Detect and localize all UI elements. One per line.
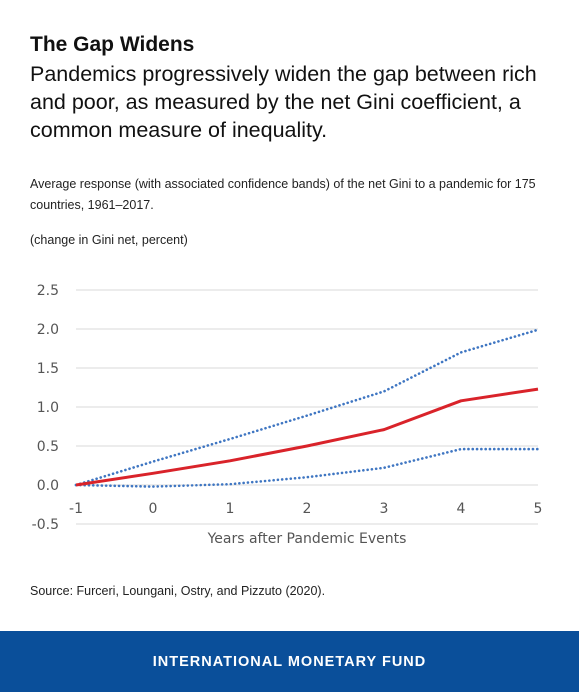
x-tick-label: 2 bbox=[303, 501, 312, 517]
x-tick-label: -1 bbox=[69, 501, 83, 517]
y-tick-label: 0.0 bbox=[37, 478, 59, 494]
y-tick-label: 0.5 bbox=[37, 439, 59, 455]
y-tick-label: 1.5 bbox=[37, 361, 59, 377]
chart-title: The Gap Widens bbox=[30, 33, 195, 56]
x-tick-label: 3 bbox=[380, 501, 389, 517]
units-label: (change in Gini net, percent) bbox=[30, 233, 188, 247]
x-tick-label: 5 bbox=[534, 501, 543, 517]
line-chart: 2.5 2.0 1.5 1.0 0.5 0.0 -0.5 -1 0 1 2 3 4 5 Years af… bbox=[32, 283, 543, 547]
footer-label: INTERNATIONAL MONETARY FUND bbox=[152, 653, 427, 670]
source-note: Source: Furceri, Loungani, Ostry, and Pi… bbox=[30, 584, 326, 598]
y-tick-label: 2.0 bbox=[37, 322, 59, 338]
y-tick-label: 2.5 bbox=[37, 283, 59, 299]
series-line-upper-band bbox=[74, 328, 540, 487]
series-line-estimate bbox=[75, 387, 539, 487]
series-line-lower-band bbox=[74, 447, 540, 488]
x-tick-label: 4 bbox=[457, 501, 466, 517]
y-tick-label: -0.5 bbox=[32, 517, 59, 533]
chart-subtitle: Pandemics progressively widen the gap be… bbox=[30, 62, 537, 142]
x-tick-label: 1 bbox=[226, 501, 235, 517]
chart-note: Average response (with associated confid… bbox=[30, 177, 536, 212]
footer-banner: INTERNATIONAL MONETARY FUND bbox=[0, 631, 579, 692]
y-tick-label: 1.0 bbox=[37, 400, 59, 416]
x-axis-label: Years after Pandemic Events bbox=[207, 531, 407, 547]
x-tick-label: 0 bbox=[149, 501, 158, 517]
